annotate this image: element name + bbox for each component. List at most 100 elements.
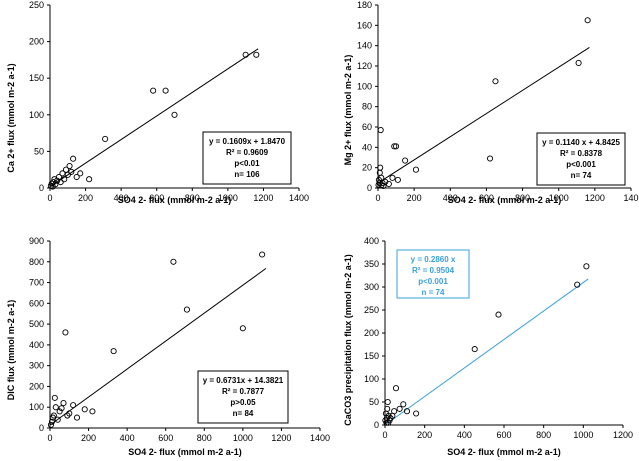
x-tick-label: 1400	[289, 193, 309, 203]
data-point	[391, 143, 398, 150]
data-point	[162, 87, 169, 94]
x-tick-label: 400	[457, 430, 472, 440]
x-tick-label: 1200	[271, 433, 291, 443]
data-point	[64, 412, 71, 419]
equation-line: R² = 0.9504	[412, 266, 455, 275]
y-tick-label: 200	[29, 37, 44, 47]
y-tick-label: 60	[362, 122, 372, 132]
data-point	[61, 176, 68, 183]
x-tick-label: 1000	[233, 433, 253, 443]
equation-line: n= 74	[571, 171, 592, 180]
x-tick-label: 1400	[310, 433, 330, 443]
y-tick-label: 600	[29, 298, 44, 308]
data-point	[400, 401, 407, 408]
data-point	[60, 400, 67, 407]
data-point	[73, 173, 80, 181]
equation-line: R² = 0.8378	[560, 149, 603, 158]
data-point	[150, 87, 157, 94]
y-tick-label: 250	[29, 0, 44, 10]
data-point	[392, 385, 400, 392]
x-tick-label: 1200	[585, 193, 605, 203]
equation-line: n = 74	[422, 288, 445, 297]
data-point	[403, 408, 411, 415]
y-tick-label: 100	[357, 81, 372, 91]
x-tick-label: 0	[382, 430, 387, 440]
regression-line	[384, 278, 589, 426]
x-tick-label: 400	[120, 433, 135, 443]
y-tick-label: 200	[364, 328, 379, 338]
data-point	[56, 408, 63, 415]
data-point	[66, 162, 73, 170]
data-point	[183, 306, 190, 313]
equation-box: y = 0.2860 x R² = 0.9504 p<0.001 n = 74	[396, 249, 470, 299]
data-point	[48, 418, 55, 425]
data-point	[64, 171, 71, 178]
data-point	[89, 408, 96, 415]
data-point	[412, 166, 420, 173]
data-point	[575, 59, 582, 67]
data-point	[385, 180, 392, 187]
data-point	[242, 51, 249, 58]
data-point	[70, 155, 77, 162]
y-axis-title: DIC flux (mmol m-2 a-1)	[6, 300, 16, 401]
data-point	[102, 135, 109, 143]
data-point	[62, 166, 70, 173]
y-tick-label: 80	[362, 102, 372, 112]
y-tick-label: 40	[362, 142, 372, 152]
x-tick-label: 400	[114, 193, 129, 203]
equation-line: n= 106	[234, 170, 260, 179]
equation-line: p<0.001	[566, 160, 596, 169]
y-tick-label: 100	[364, 374, 379, 384]
data-point	[50, 412, 57, 419]
x-tick-label: 1000	[573, 430, 593, 440]
y-tick-label: 180	[357, 0, 372, 10]
data-point	[54, 416, 61, 423]
y-tick-label: 50	[34, 146, 44, 156]
data-point	[170, 258, 177, 265]
data-point	[73, 414, 81, 421]
x-tick-label: 800	[185, 193, 200, 203]
y-tick-label: 150	[364, 351, 379, 361]
equation-box: y = 0.6731x + 14.3821 R² = 0.7877 p>0.05 n=…	[197, 370, 289, 424]
regression-line	[49, 267, 267, 426]
y-tick-label: 0	[367, 183, 372, 193]
x-tick-label: 1200	[253, 193, 273, 203]
y-axis-title: CaCO3 precipitation flux (mmol m-2 a-1)	[343, 254, 353, 426]
data-point	[471, 346, 478, 353]
equation-box: y = 0.1609x + 1.8470 R² = 0.9609 p<0.01 n= …	[202, 131, 292, 185]
y-tick-label: 20	[362, 163, 372, 173]
x-tick-label: 1200	[613, 430, 633, 440]
equation-line: p<0.01	[234, 159, 260, 168]
x-axis-title: SO4 2- flux (mmol m-2 a-1)	[118, 195, 232, 205]
data-point	[54, 177, 61, 184]
equation-frame	[197, 370, 289, 424]
data-point	[110, 348, 117, 355]
data-point	[70, 402, 77, 409]
y-tick-label: 300	[364, 282, 379, 292]
data-point	[574, 281, 581, 288]
data-point	[377, 127, 384, 134]
y-tick-label: 0	[374, 420, 379, 430]
chart-2: 0 20 40 60 80 100 120 140 160 180 0 200 400 600 800 100…	[343, 0, 639, 205]
x-tick-label: 0	[47, 193, 52, 203]
data-point	[51, 394, 58, 401]
equation-frame	[536, 132, 626, 186]
data-point	[171, 111, 178, 118]
x-tick-label: 400	[443, 193, 458, 203]
y-tick-label: 800	[29, 257, 44, 267]
equation-line: y = 0.1609x + 1.8470	[209, 137, 286, 146]
data-point	[259, 251, 266, 258]
data-point	[81, 406, 88, 413]
x-tick-label: 200	[78, 193, 93, 203]
data-point	[583, 263, 590, 270]
y-tick-label: 500	[29, 319, 44, 329]
data-point	[396, 405, 403, 412]
data-point	[584, 17, 591, 24]
y-tick-label: 200	[29, 381, 44, 391]
x-tick-label: 0	[47, 433, 52, 443]
x-tick-label: 600	[149, 193, 164, 203]
data-point	[394, 176, 401, 183]
x-tick-label: 1000	[549, 193, 569, 203]
data-point	[48, 180, 55, 187]
y-axis-title: Ca 2+ flux (mmol m-2 a-1)	[6, 63, 16, 172]
